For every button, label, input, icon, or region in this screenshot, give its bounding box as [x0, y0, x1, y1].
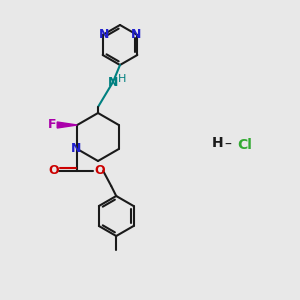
Text: Cl: Cl — [238, 138, 252, 152]
Text: O: O — [48, 164, 58, 176]
Text: N: N — [98, 28, 109, 41]
Text: N: N — [131, 28, 142, 41]
Polygon shape — [57, 122, 77, 128]
Text: N: N — [71, 142, 81, 155]
Text: F: F — [48, 118, 56, 131]
Text: N: N — [108, 76, 118, 88]
Text: H: H — [212, 136, 224, 150]
Text: O: O — [94, 164, 104, 176]
Text: H: H — [118, 74, 126, 84]
Text: –: – — [225, 138, 231, 152]
